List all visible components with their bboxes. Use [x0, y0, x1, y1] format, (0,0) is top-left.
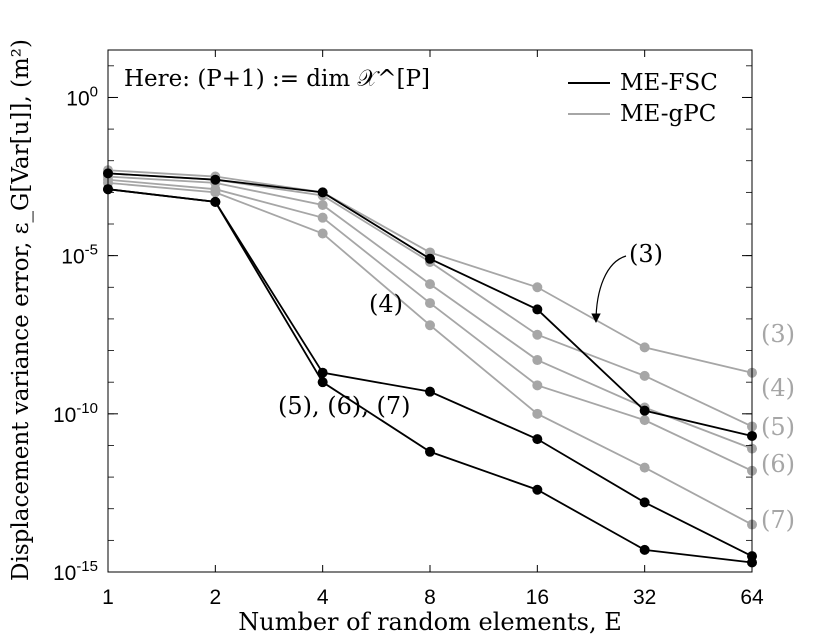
data-point-fsc — [210, 174, 221, 185]
series-label-fsc-4: (4) — [369, 290, 403, 318]
data-point-fsc — [317, 377, 328, 388]
data-point-fsc — [532, 434, 543, 445]
legend: ME-FSC ME-gPC — [568, 70, 718, 127]
data-point-fsc — [532, 484, 543, 495]
y-tick-label: 10-10 — [53, 400, 98, 427]
annotation-text: Here: (P+1) := dim 𝒳^[P] — [124, 66, 430, 92]
data-point-gpc — [532, 282, 543, 293]
series-layer — [103, 165, 757, 568]
series-label-gpc-4: (4) — [761, 374, 795, 402]
data-point-gpc — [532, 380, 543, 391]
legend-label-me-fsc: ME-FSC — [620, 70, 718, 96]
series-label-fsc-5-6-7: (5), (6), (7) — [278, 392, 411, 420]
x-tick-label: 64 — [740, 586, 764, 609]
data-point-fsc — [317, 367, 328, 378]
data-point-fsc — [425, 253, 435, 264]
data-point-gpc — [532, 408, 543, 419]
series-label-gpc-6: (6) — [761, 450, 795, 478]
x-tick-label: 4 — [317, 586, 329, 609]
x-tick-label: 16 — [526, 586, 549, 609]
data-point-gpc — [639, 415, 650, 426]
data-point-gpc — [425, 279, 435, 290]
data-point-gpc — [317, 212, 328, 223]
data-point-fsc — [639, 497, 650, 508]
data-point-fsc — [532, 304, 543, 315]
data-point-fsc — [425, 386, 435, 397]
x-tick-label: 2 — [209, 586, 221, 609]
y-tick-label: 10-5 — [61, 242, 98, 269]
data-point-fsc — [639, 405, 650, 416]
y-tick-label: 100 — [66, 83, 98, 110]
data-point-gpc — [210, 187, 221, 198]
data-point-gpc — [425, 298, 435, 309]
legend-label-me-gpc: ME-gPC — [620, 101, 716, 127]
tick-layer: 1 2 4 8 16 32 64 100 10-5 10-10 10-15 — [53, 50, 764, 609]
series-label-gpc-3: (3) — [761, 320, 795, 348]
data-point-gpc — [639, 462, 650, 473]
data-point-gpc — [639, 370, 650, 381]
x-tick-label: 8 — [424, 586, 436, 609]
y-axis-label: Displacement variance error, ε_G[Var[u]]… — [8, 39, 34, 581]
y-tick-label: 10-15 — [53, 558, 98, 585]
series-label-fsc-3: (3) — [629, 240, 663, 268]
series-line-gpc — [107, 175, 753, 450]
data-point-gpc — [425, 320, 435, 331]
series-line-gpc — [107, 181, 753, 526]
data-point-fsc — [425, 446, 435, 457]
x-axis-label: Number of random elements, E — [238, 608, 622, 636]
data-point-fsc — [317, 187, 328, 198]
data-point-fsc — [210, 196, 221, 207]
data-point-gpc — [532, 355, 543, 366]
series-label-gpc-5: (5) — [761, 413, 795, 441]
x-tick-label: 1 — [102, 586, 114, 609]
series-label-gpc-7: (7) — [761, 506, 795, 534]
callout-arrow — [591, 255, 627, 323]
data-point-gpc — [532, 329, 543, 340]
data-point-gpc — [317, 228, 328, 239]
data-point-gpc — [639, 342, 650, 353]
plot-frame — [107, 49, 753, 573]
data-point-gpc — [317, 200, 328, 211]
data-point-fsc — [639, 544, 650, 555]
x-tick-label: 32 — [633, 586, 656, 609]
series-label-layer: (3) (4) (5) (6) (7) (3) (4) (5), (6), (7… — [278, 240, 795, 534]
